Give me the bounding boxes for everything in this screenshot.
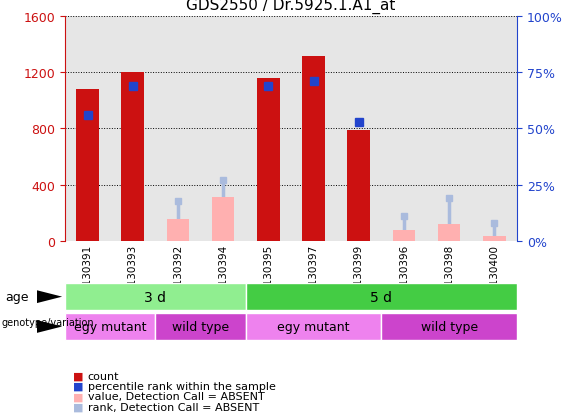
Text: wild type: wild type <box>172 320 229 333</box>
Text: ■: ■ <box>73 392 84 401</box>
Bar <box>201 17 246 242</box>
Bar <box>302 57 325 242</box>
Bar <box>336 17 381 242</box>
Bar <box>246 17 291 242</box>
Polygon shape <box>37 320 62 333</box>
Bar <box>291 17 336 242</box>
Text: 3 d: 3 d <box>145 290 166 304</box>
Text: egy mutant: egy mutant <box>74 320 146 333</box>
FancyBboxPatch shape <box>65 284 246 310</box>
Bar <box>76 90 99 242</box>
FancyBboxPatch shape <box>155 313 246 340</box>
Bar <box>347 131 370 242</box>
Text: age: age <box>6 290 29 304</box>
Bar <box>438 225 460 242</box>
Text: egy mutant: egy mutant <box>277 320 350 333</box>
Bar <box>381 17 427 242</box>
Text: 5 d: 5 d <box>371 290 392 304</box>
Text: ■: ■ <box>73 381 84 391</box>
FancyBboxPatch shape <box>381 313 517 340</box>
Bar <box>155 17 201 242</box>
Bar <box>483 236 506 242</box>
FancyBboxPatch shape <box>246 313 381 340</box>
Title: GDS2550 / Dr.5925.1.A1_at: GDS2550 / Dr.5925.1.A1_at <box>186 0 396 14</box>
Bar <box>257 78 280 242</box>
Bar <box>472 17 517 242</box>
Bar <box>110 17 155 242</box>
Text: count: count <box>88 371 119 381</box>
Text: genotype/variation: genotype/variation <box>1 318 94 328</box>
Bar <box>121 73 144 242</box>
Bar <box>167 219 189 242</box>
Text: percentile rank within the sample: percentile rank within the sample <box>88 381 276 391</box>
Text: ■: ■ <box>73 402 84 412</box>
Polygon shape <box>37 290 62 304</box>
Text: ■: ■ <box>73 371 84 381</box>
Text: rank, Detection Call = ABSENT: rank, Detection Call = ABSENT <box>88 402 259 412</box>
FancyBboxPatch shape <box>246 284 517 310</box>
Bar <box>65 17 110 242</box>
Bar <box>212 198 234 242</box>
Text: value, Detection Call = ABSENT: value, Detection Call = ABSENT <box>88 392 264 401</box>
FancyBboxPatch shape <box>65 313 155 340</box>
Bar <box>427 17 472 242</box>
Text: wild type: wild type <box>420 320 478 333</box>
Bar <box>393 230 415 242</box>
